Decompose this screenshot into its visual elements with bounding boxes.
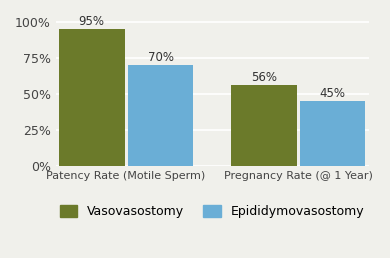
Bar xyxy=(128,65,193,166)
Text: 70%: 70% xyxy=(147,51,174,64)
Text: 56%: 56% xyxy=(251,71,277,84)
Text: 95%: 95% xyxy=(79,15,105,28)
Bar xyxy=(300,101,365,166)
Legend: Vasovasostomy, Epididymovasostomy: Vasovasostomy, Epididymovasostomy xyxy=(57,202,367,221)
Bar xyxy=(231,85,297,166)
Text: 45%: 45% xyxy=(319,87,346,100)
Bar xyxy=(59,29,124,166)
